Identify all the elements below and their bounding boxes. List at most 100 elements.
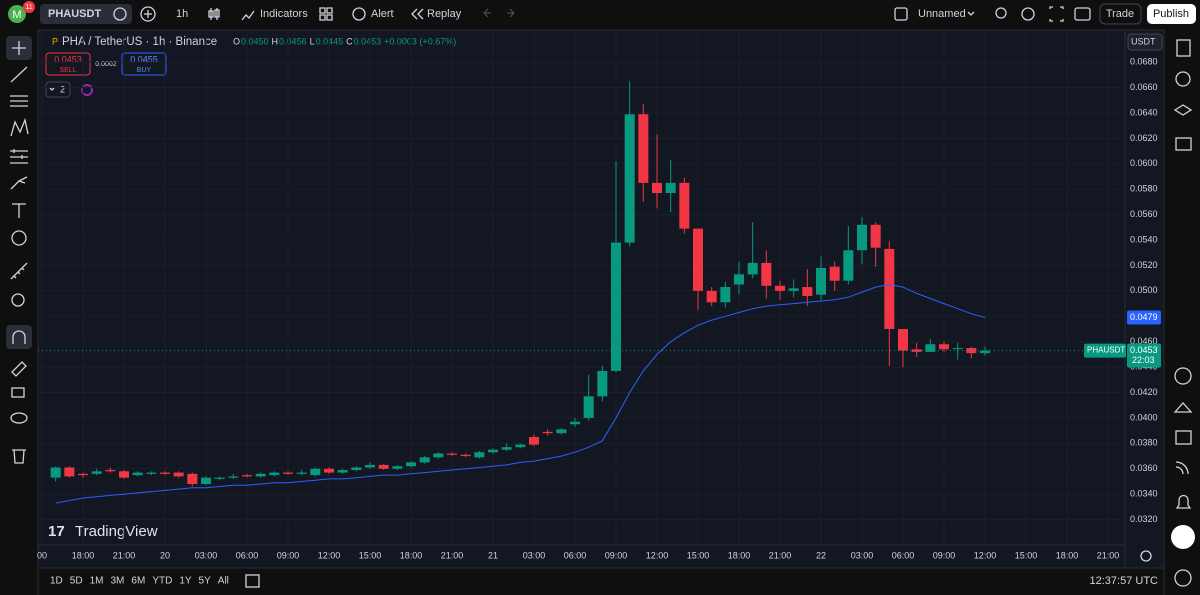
range-button[interactable]: YTD bbox=[152, 576, 172, 587]
interval[interactable]: 1h bbox=[176, 8, 188, 20]
x-tick-label: 21:00 bbox=[769, 550, 792, 560]
help-icon[interactable] bbox=[1174, 569, 1192, 587]
quick-search-icon[interactable] bbox=[995, 7, 1007, 19]
undo-icon[interactable] bbox=[483, 8, 491, 18]
currency-button[interactable] bbox=[1127, 33, 1163, 51]
layout-name[interactable]: Unnamed bbox=[918, 8, 966, 20]
zoom-tool[interactable] bbox=[11, 293, 25, 307]
calendar-icon[interactable] bbox=[1175, 430, 1192, 445]
layouts-icon[interactable] bbox=[319, 7, 333, 21]
right-toolbar bbox=[1171, 39, 1195, 587]
delete-tool[interactable] bbox=[12, 449, 26, 464]
layout-icon[interactable] bbox=[894, 7, 908, 21]
date-range-icon[interactable] bbox=[245, 574, 260, 588]
crosshair-tool[interactable] bbox=[12, 41, 26, 55]
ideas-icon[interactable] bbox=[1173, 402, 1193, 413]
candle-body bbox=[146, 472, 157, 474]
replay-icon[interactable] bbox=[411, 8, 424, 20]
range-button[interactable]: 1D bbox=[50, 576, 63, 587]
ohlc-key: O bbox=[233, 36, 240, 46]
chat-icon[interactable] bbox=[1175, 137, 1192, 151]
candle-body bbox=[105, 470, 116, 472]
avatar[interactable] bbox=[8, 5, 26, 23]
publish-button[interactable] bbox=[1147, 4, 1196, 24]
range-button[interactable]: 6M bbox=[131, 576, 145, 587]
snapshot-icon[interactable] bbox=[1074, 7, 1091, 21]
add-symbol-icon[interactable] bbox=[140, 6, 156, 22]
x-tick-label: 06:00 bbox=[236, 550, 259, 560]
chart-type-icon[interactable] bbox=[208, 8, 220, 20]
indicators-button[interactable]: Indicators bbox=[260, 8, 308, 20]
candle-body bbox=[310, 468, 321, 476]
y-tick-label: 0.0660 bbox=[1130, 82, 1158, 92]
candle-body bbox=[775, 285, 785, 291]
trade-button[interactable] bbox=[1099, 3, 1142, 25]
alerts-icon[interactable] bbox=[1175, 71, 1191, 87]
x-tick-label: 15:00 bbox=[687, 550, 710, 560]
candle-body bbox=[378, 464, 389, 469]
redo-icon[interactable] bbox=[507, 8, 515, 18]
stay-in-draw-tool[interactable] bbox=[11, 361, 27, 377]
indicator-toggle[interactable] bbox=[45, 81, 71, 98]
buy-button[interactable] bbox=[121, 52, 167, 76]
lock-tool[interactable] bbox=[11, 387, 25, 398]
layers-icon[interactable] bbox=[1173, 104, 1193, 116]
forecast-tool[interactable] bbox=[10, 149, 28, 164]
ohlc-value: 0.0450 bbox=[241, 36, 269, 46]
notification-badge[interactable] bbox=[23, 1, 35, 13]
change: +0.0003 (+0.67%) bbox=[384, 36, 456, 46]
symbol-box[interactable] bbox=[40, 4, 132, 24]
text-tool[interactable] bbox=[12, 203, 26, 218]
range-button[interactable]: 1Y bbox=[179, 576, 192, 587]
settings-icon[interactable] bbox=[1021, 7, 1035, 21]
fullscreen-icon[interactable] bbox=[1049, 6, 1064, 22]
x-tick-label: 03:00 bbox=[523, 550, 546, 560]
candle-body bbox=[898, 328, 908, 351]
hide-tool[interactable] bbox=[10, 412, 28, 424]
layout-dropdown[interactable] bbox=[967, 11, 975, 16]
sell-button[interactable] bbox=[45, 52, 91, 76]
plot: 0.0320 0.0340 0.0360 0.0380 0.0400 0.0420 0.04… bbox=[37, 30, 1161, 560]
magnet-bg[interactable] bbox=[6, 325, 32, 349]
range-button[interactable]: 5D bbox=[70, 576, 83, 587]
notifications-icon[interactable] bbox=[1175, 494, 1192, 509]
emoji-tool[interactable] bbox=[11, 230, 27, 246]
compare-icon[interactable] bbox=[113, 7, 127, 21]
target-icon[interactable] bbox=[1174, 367, 1192, 385]
indicators-icon[interactable] bbox=[241, 10, 255, 21]
candle-body bbox=[406, 462, 416, 467]
candle-body bbox=[78, 473, 88, 476]
candle-body bbox=[488, 449, 498, 453]
range-button[interactable]: 3M bbox=[111, 576, 125, 587]
trendline-tool[interactable] bbox=[10, 66, 28, 83]
magnet-tool[interactable] bbox=[12, 330, 26, 344]
candle-body bbox=[433, 453, 444, 458]
range-button[interactable]: 1M bbox=[90, 576, 104, 587]
brush-tool[interactable] bbox=[10, 176, 28, 190]
candle-body bbox=[952, 348, 963, 350]
pattern-tool[interactable] bbox=[10, 117, 29, 137]
range-button[interactable]: 5Y bbox=[199, 576, 212, 587]
axis-settings[interactable] bbox=[1140, 550, 1152, 562]
candle-body bbox=[447, 453, 457, 455]
replay-button[interactable]: Replay bbox=[427, 8, 462, 20]
candle-body bbox=[583, 396, 594, 418]
symbol: PHAUSDT bbox=[48, 8, 101, 20]
candle-body bbox=[556, 429, 567, 434]
last-price-label: 0.0453 bbox=[1130, 345, 1158, 355]
x-tick-label: 15:00 bbox=[1015, 550, 1038, 560]
candle-body bbox=[624, 114, 635, 243]
candle-body bbox=[816, 267, 826, 295]
apps-button[interactable] bbox=[1171, 525, 1195, 549]
range-button[interactable]: All bbox=[218, 576, 229, 587]
candle-body bbox=[283, 472, 293, 474]
news-icon[interactable] bbox=[1175, 461, 1189, 475]
alert-icon[interactable] bbox=[352, 7, 366, 21]
candle-body bbox=[515, 444, 526, 448]
measure-tool[interactable] bbox=[10, 262, 28, 280]
x-tick-label: 20 bbox=[160, 550, 170, 560]
fib-tool[interactable] bbox=[10, 95, 28, 107]
alert-button[interactable]: Alert bbox=[371, 8, 394, 20]
watchlist-icon[interactable] bbox=[1176, 39, 1191, 57]
y-tick-label: 0.0320 bbox=[1130, 514, 1158, 524]
